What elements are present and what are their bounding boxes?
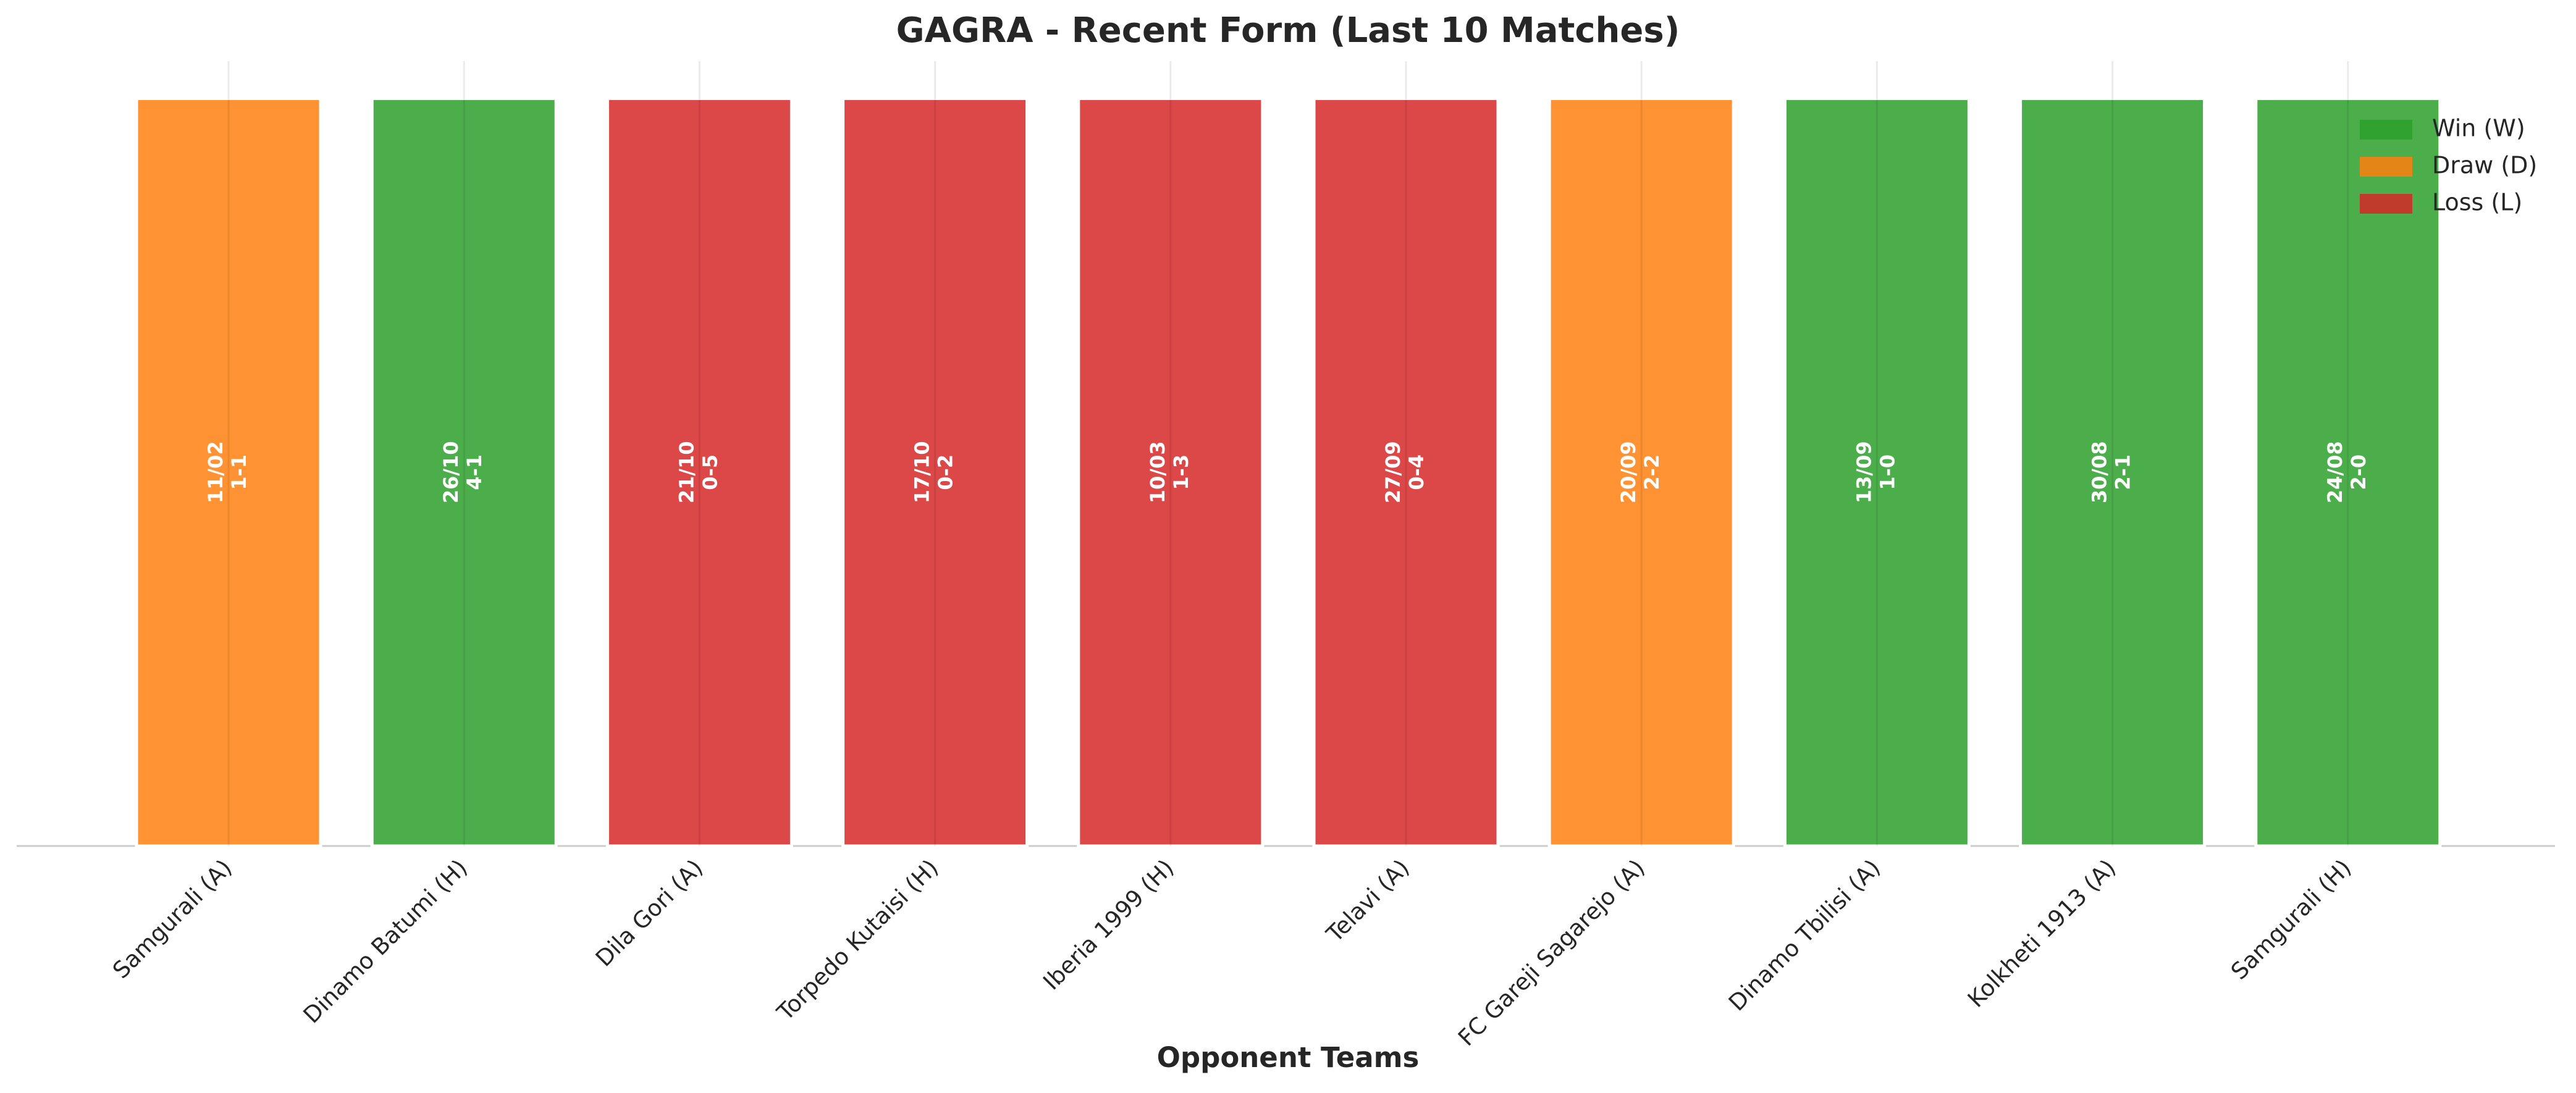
bar (1547, 97, 1735, 848)
match-score: 1-0 (1875, 454, 1899, 490)
data-label: 17/10 0-2 (911, 441, 958, 503)
bar (1312, 97, 1500, 848)
match-score: 1-3 (1169, 454, 1193, 490)
match-date: 24/08 (2323, 441, 2347, 503)
match-score: 0-2 (934, 454, 958, 490)
data-label: 13/09 1-0 (1852, 441, 1899, 503)
bar (1783, 97, 1971, 848)
bar (2019, 97, 2207, 848)
match-score: 2-1 (2111, 454, 2135, 490)
data-label: 21/10 0-5 (675, 441, 722, 503)
match-score: 0-4 (1405, 454, 1428, 490)
data-label: 30/08 2-1 (2088, 441, 2135, 503)
match-date: 20/09 (1617, 441, 1640, 503)
legend-label: Win (W) (2432, 115, 2525, 142)
match-score: 2-0 (2347, 454, 2370, 490)
match-score: 0-5 (698, 454, 722, 490)
legend-label: Loss (L) (2432, 189, 2522, 216)
match-date: 13/09 (1852, 441, 1875, 503)
match-score: 4-1 (463, 454, 486, 490)
match-date: 27/09 (1381, 441, 1405, 503)
x-axis-label: Opponent Teams (1157, 1041, 1420, 1074)
bar (135, 97, 322, 848)
legend-swatch (2360, 120, 2412, 140)
data-label: 11/02 1-1 (204, 441, 251, 503)
bar (605, 97, 793, 848)
match-score: 2-2 (1640, 454, 1664, 490)
legend-swatch (2360, 194, 2412, 214)
data-label: 10/03 1-3 (1146, 441, 1193, 503)
data-label: 24/08 2-0 (2323, 441, 2370, 503)
data-label: 20/09 2-2 (1617, 441, 1664, 503)
bar (1077, 97, 1265, 848)
legend-label: Draw (D) (2432, 152, 2537, 179)
match-date: 30/08 (2088, 441, 2111, 503)
data-label: 27/09 0-4 (1381, 441, 1428, 503)
bar (370, 97, 558, 848)
legend-swatch (2360, 157, 2412, 177)
match-date: 11/02 (204, 441, 227, 503)
bar (841, 97, 1029, 848)
match-score: 1-1 (227, 454, 251, 490)
match-date: 10/03 (1146, 441, 1169, 503)
data-label: 26/10 4-1 (439, 441, 486, 503)
chart-title: GAGRA - Recent Form (Last 10 Matches) (896, 10, 1680, 51)
match-date: 17/10 (911, 441, 934, 503)
bar (2254, 97, 2442, 848)
match-date: 26/10 (439, 441, 463, 503)
match-date: 21/10 (675, 441, 698, 503)
